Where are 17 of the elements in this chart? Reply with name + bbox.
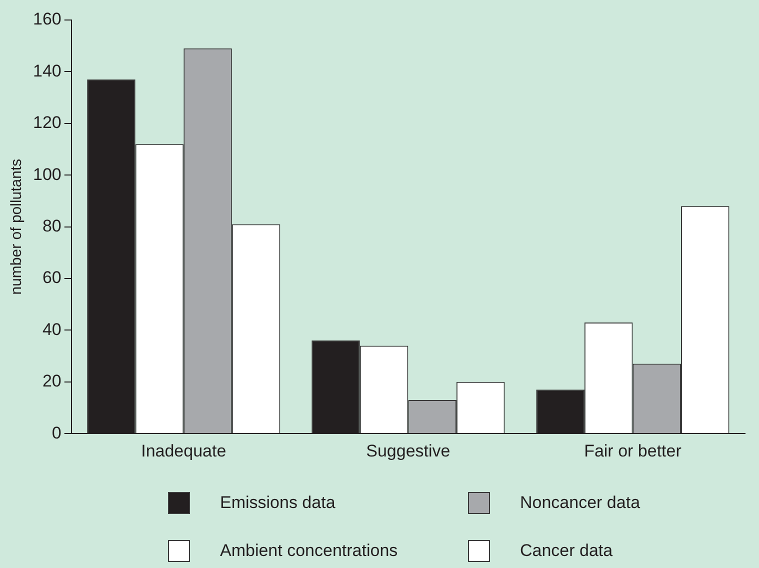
y-tick-label: 60 — [42, 268, 62, 288]
y-axis-title: number of pollutants — [8, 158, 26, 295]
legend-label: Ambient concentrations — [220, 541, 398, 561]
x-tick-label: Inadequate — [141, 441, 226, 460]
y-tick-label: 140 — [32, 61, 62, 80]
x-tick-label: Suggestive — [366, 441, 450, 460]
y-tick-label: 80 — [42, 216, 62, 236]
legend-label: Noncancer data — [520, 493, 640, 513]
legend-label: Emissions data — [220, 493, 336, 513]
legend-label: Cancer data — [520, 541, 613, 561]
y-tick-label: 40 — [42, 320, 62, 339]
y-tick-label: 20 — [42, 372, 62, 391]
y-tick-label: 120 — [32, 113, 62, 132]
y-tick-label: 100 — [32, 164, 62, 184]
y-tick-label: 0 — [52, 423, 62, 442]
x-tick-label: Fair or better — [584, 441, 682, 460]
y-tick-label: 160 — [32, 10, 62, 29]
